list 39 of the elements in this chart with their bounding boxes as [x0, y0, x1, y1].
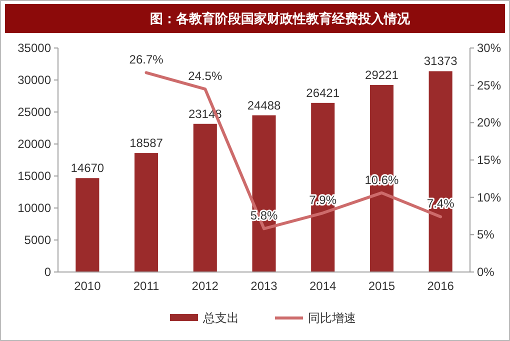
x-tick-label: 2015	[368, 279, 396, 293]
data-label: 14670	[70, 161, 104, 176]
y2-tick-label: 30%	[477, 41, 502, 55]
legend-label: 总支出	[202, 311, 239, 325]
bar	[428, 71, 452, 272]
y-tick-label: 30000	[18, 73, 52, 87]
data-label: 24488	[247, 98, 282, 112]
y-tick-label: 0	[44, 265, 52, 279]
bar	[134, 153, 158, 272]
bar	[193, 124, 217, 272]
x-tick-label: 2011	[133, 279, 160, 293]
y2-tick-label: 5%	[477, 228, 495, 242]
legend-label: 同比增速	[308, 311, 356, 325]
y2-tick-label: 15%	[477, 153, 502, 167]
x-tick-label: 2016	[427, 279, 454, 293]
y2-tick-label: 10%	[477, 190, 502, 204]
y-tick-label: 5000	[24, 233, 52, 247]
y2-tick-label: 0%	[477, 265, 495, 279]
bar	[252, 115, 276, 272]
y-tick-label: 35000	[18, 41, 52, 55]
y2-tick-label: 25%	[477, 78, 502, 92]
data-label: 29221	[365, 68, 399, 82]
y-tick-label: 25000	[18, 105, 52, 119]
y2-tick-label: 20%	[477, 116, 502, 130]
x-tick-label: 2013	[250, 279, 278, 293]
x-tick-label: 2010	[74, 279, 102, 293]
data-label: 24.5%	[188, 69, 222, 84]
y-tick-label: 15000	[18, 169, 52, 183]
y-tick-label: 20000	[18, 137, 52, 151]
y-tick-label: 10000	[18, 201, 52, 215]
x-tick-label: 2012	[192, 279, 219, 293]
data-label: 26.7%	[129, 52, 164, 67]
bar	[311, 102, 335, 272]
bar	[76, 178, 100, 272]
data-label: 18587	[130, 136, 164, 150]
chart-title: 图：各教育阶段国家财政性教育经费投入情况	[150, 11, 411, 26]
data-label: 26421	[306, 86, 340, 100]
x-tick-label: 2014	[310, 279, 337, 293]
data-label: 31373	[424, 54, 458, 68]
